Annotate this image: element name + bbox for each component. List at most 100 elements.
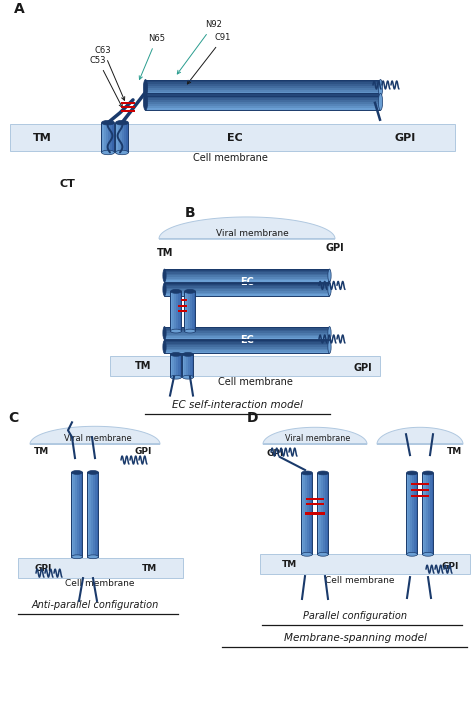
- Bar: [164, 348, 329, 350]
- Bar: [146, 88, 381, 90]
- Bar: [407, 473, 418, 554]
- Bar: [164, 333, 329, 335]
- Bar: [164, 284, 329, 286]
- Polygon shape: [159, 217, 335, 239]
- Bar: [164, 341, 329, 354]
- Ellipse shape: [163, 283, 166, 296]
- Bar: [120, 122, 122, 153]
- Ellipse shape: [88, 555, 99, 559]
- Bar: [101, 122, 104, 153]
- Bar: [146, 108, 381, 110]
- Ellipse shape: [101, 150, 115, 155]
- Bar: [414, 473, 416, 554]
- Bar: [182, 354, 184, 377]
- Bar: [411, 489, 429, 491]
- Bar: [101, 122, 115, 153]
- Ellipse shape: [328, 269, 331, 282]
- Ellipse shape: [171, 353, 182, 356]
- Bar: [164, 283, 329, 284]
- Bar: [164, 338, 329, 340]
- Bar: [171, 292, 173, 331]
- Bar: [146, 96, 381, 98]
- Bar: [121, 109, 135, 112]
- Text: EC: EC: [240, 277, 254, 287]
- Bar: [194, 292, 195, 331]
- Text: Cell membrane: Cell membrane: [325, 576, 395, 585]
- Text: N65: N65: [139, 35, 165, 79]
- Ellipse shape: [143, 79, 147, 96]
- Bar: [146, 92, 381, 94]
- Ellipse shape: [182, 375, 193, 379]
- Bar: [164, 335, 329, 336]
- Bar: [93, 472, 95, 557]
- Ellipse shape: [301, 552, 312, 557]
- Bar: [325, 473, 327, 554]
- Bar: [301, 473, 312, 554]
- Bar: [178, 292, 180, 331]
- Bar: [127, 122, 128, 153]
- Ellipse shape: [407, 471, 418, 475]
- Bar: [79, 472, 81, 557]
- Ellipse shape: [378, 79, 383, 96]
- Bar: [72, 472, 82, 557]
- Text: Viral membrane: Viral membrane: [64, 433, 132, 443]
- Bar: [422, 473, 434, 554]
- Text: Cell membrane: Cell membrane: [65, 579, 135, 588]
- Text: TM: TM: [33, 132, 51, 143]
- Text: C63: C63: [95, 46, 125, 100]
- Bar: [146, 81, 381, 84]
- Bar: [164, 331, 329, 333]
- Bar: [121, 106, 135, 108]
- Bar: [181, 300, 187, 301]
- Bar: [184, 354, 186, 377]
- Bar: [10, 124, 455, 151]
- Bar: [430, 473, 432, 554]
- Text: GPI: GPI: [34, 564, 52, 572]
- Bar: [164, 289, 329, 291]
- Bar: [412, 473, 414, 554]
- Bar: [95, 472, 97, 557]
- Bar: [116, 122, 118, 153]
- Bar: [110, 356, 380, 376]
- Bar: [146, 79, 381, 96]
- Bar: [164, 346, 329, 347]
- Bar: [164, 294, 329, 296]
- Bar: [323, 473, 325, 554]
- Bar: [171, 354, 182, 377]
- Text: EC: EC: [227, 132, 243, 143]
- Ellipse shape: [171, 289, 182, 293]
- Bar: [146, 102, 381, 104]
- Polygon shape: [30, 426, 160, 444]
- Text: TM: TM: [157, 248, 173, 258]
- Bar: [164, 283, 329, 296]
- Text: Viral membrane: Viral membrane: [285, 433, 351, 443]
- Bar: [173, 292, 174, 331]
- Bar: [190, 292, 192, 331]
- Ellipse shape: [88, 471, 99, 474]
- Text: Viral membrane: Viral membrane: [216, 229, 288, 238]
- Text: CT: CT: [60, 179, 76, 189]
- Text: GPI: GPI: [394, 132, 416, 143]
- Text: Anti-parallel configuration: Anti-parallel configuration: [31, 600, 159, 610]
- Ellipse shape: [184, 329, 195, 333]
- Bar: [164, 350, 329, 352]
- Bar: [146, 84, 381, 86]
- Ellipse shape: [378, 94, 383, 110]
- Bar: [122, 122, 124, 153]
- Ellipse shape: [143, 94, 147, 110]
- Bar: [73, 472, 75, 557]
- Bar: [318, 473, 328, 554]
- Bar: [164, 327, 329, 340]
- Bar: [407, 473, 408, 554]
- Ellipse shape: [171, 329, 182, 333]
- Bar: [106, 122, 108, 153]
- Bar: [303, 473, 305, 554]
- Bar: [110, 122, 112, 153]
- Ellipse shape: [72, 555, 82, 559]
- Text: A: A: [14, 1, 25, 16]
- Bar: [164, 292, 329, 294]
- Text: GPI: GPI: [266, 449, 283, 458]
- Ellipse shape: [72, 471, 82, 474]
- Bar: [121, 102, 135, 104]
- Ellipse shape: [171, 375, 182, 379]
